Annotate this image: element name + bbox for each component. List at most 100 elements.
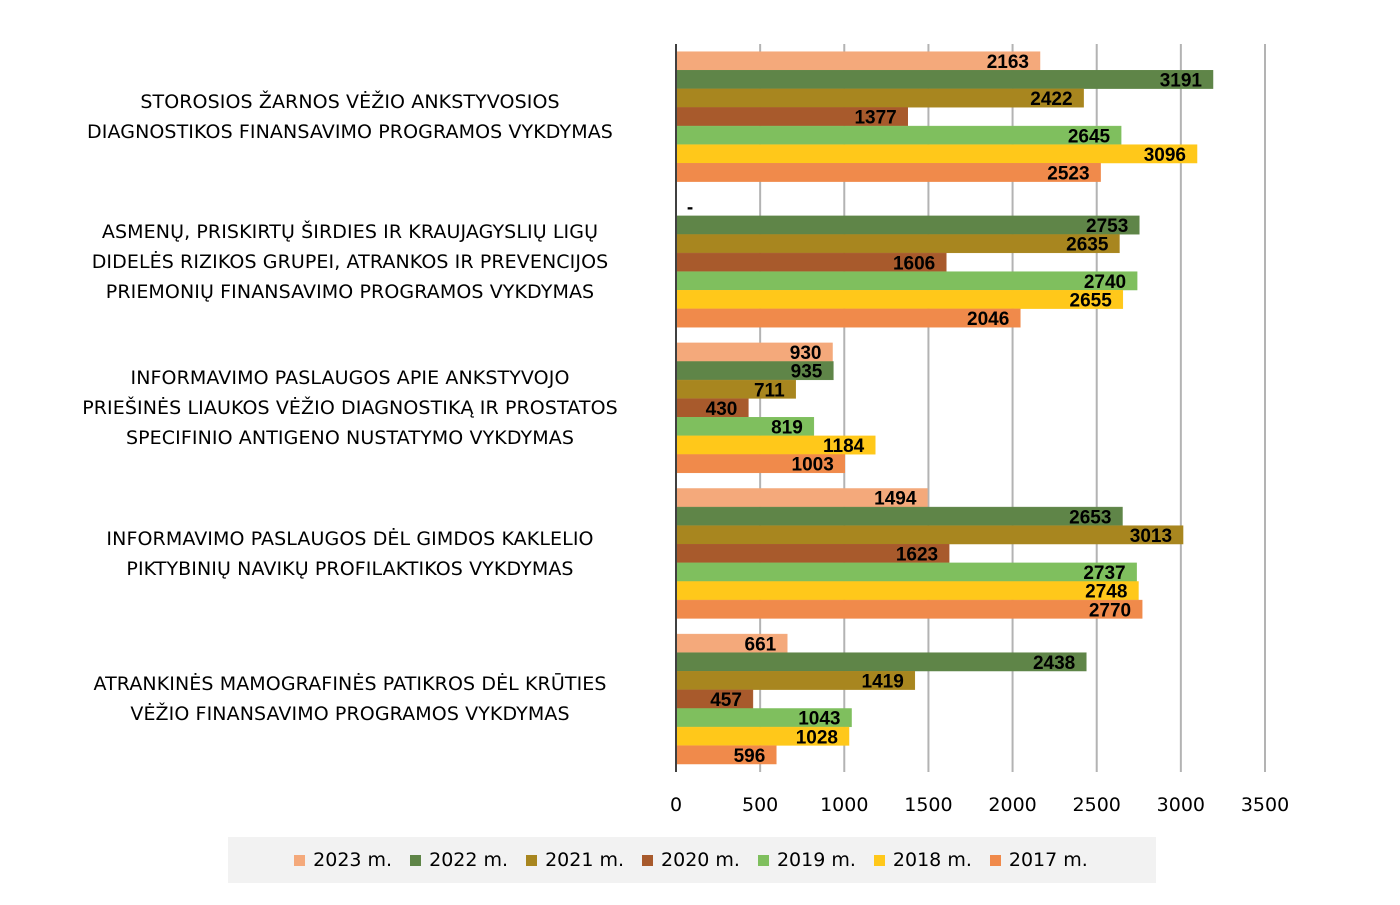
data-label: 2740: [1084, 272, 1126, 293]
legend-swatch: [642, 854, 654, 866]
data-label: 2645: [1068, 126, 1111, 147]
legend-label: 2022 m.: [429, 849, 509, 871]
bar: [675, 51, 1041, 71]
data-label: 2653: [1069, 507, 1111, 528]
data-label: 2748: [1085, 582, 1127, 603]
data-label: 3013: [1130, 526, 1172, 547]
bar: [675, 234, 1120, 254]
data-label: 1003: [792, 455, 834, 476]
category-label-line: INFORMAVIMO PASLAUGOS APIE ANKSTYVOJO: [130, 367, 570, 389]
legend-label: 2017 m.: [1008, 849, 1088, 871]
legend-item: 2023 m.: [294, 849, 392, 871]
bar: [675, 144, 1198, 164]
category-label-line: ATRANKINĖS MAMOGRAFINĖS PATIKROS DĖL KRŪ…: [93, 673, 607, 696]
bar: [675, 290, 1124, 309]
data-label: 1184: [823, 436, 865, 457]
category-label-line: PRIEMONIŲ FINANSAVIMO PROGRAMOS VYKDYMAS: [105, 281, 595, 304]
bar: [675, 581, 1139, 601]
x-tick-label: 1000: [820, 794, 868, 816]
legend-label: 2019 m.: [776, 849, 856, 871]
data-label: 819: [771, 417, 803, 438]
legend-swatch: [294, 854, 306, 866]
data-label: 430: [706, 399, 738, 420]
legend-swatch: [873, 854, 885, 866]
category-label: INFORMAVIMO PASLAUGOS APIE ANKSTYVOJO PRI…: [50, 363, 650, 453]
data-label: 1419: [862, 671, 904, 692]
data-label: 457: [710, 690, 742, 711]
bar: [675, 125, 1122, 145]
legend-swatch: [526, 854, 538, 866]
data-label: 3191: [1160, 70, 1203, 91]
x-tick-label: 3000: [1157, 794, 1205, 816]
data-label: 1028: [796, 727, 838, 748]
legend: 2023 m. 2022 m. 2021 m. 2020 m. 2019 m. 2018 …: [228, 837, 1156, 883]
category-label-line: VĖŽIO FINANSAVIMO PROGRAMOS VYKDYMAS: [130, 703, 570, 726]
legend-item: 2019 m.: [757, 849, 856, 871]
data-label: 1606: [893, 253, 935, 274]
legend-item: 2022 m.: [410, 849, 508, 871]
bar: [675, 562, 1137, 582]
data-label: 2770: [1089, 600, 1131, 621]
x-tick-label: 3500: [1241, 794, 1289, 816]
bar: [675, 215, 1140, 235]
legend-swatch: [410, 854, 422, 866]
category-label: INFORMAVIMO PASLAUGOS DĖL GIMDOS KAKLELI…: [50, 524, 650, 584]
legend-item: 2017 m.: [989, 849, 1088, 871]
data-label: 2737: [1083, 563, 1125, 584]
category-label-line: INFORMAVIMO PASLAUGOS DĖL GIMDOS KAKLELI…: [106, 527, 594, 550]
x-tick-label: 0: [670, 794, 682, 816]
data-label: 711: [754, 380, 785, 401]
legend-item: 2021 m.: [526, 849, 624, 871]
x-axis-ticks: 0 500 1000 1500 2000 2500 3000 3500: [670, 794, 1289, 816]
data-label: 661: [745, 634, 777, 655]
category-label: STOROSIOS ŽARNOS VĖŽIO ANKSTYVOSIOS DIAGN…: [50, 87, 650, 147]
data-label: 935: [791, 362, 823, 383]
data-label: 1623: [896, 544, 938, 565]
category-label-line: SPECIFINIO ANTIGENO NUSTATYMO VYKDYMAS: [125, 427, 575, 449]
x-tick-label: 1500: [904, 794, 952, 816]
bars: [675, 51, 1214, 765]
bar: [675, 525, 1184, 545]
data-label: 2523: [1047, 163, 1089, 184]
bar: [675, 163, 1101, 182]
category-label-line: PRIEŠINĖS LIAUKOS VĖŽIO DIAGNOSTIKĄ IR P…: [82, 397, 618, 419]
data-label: 2046: [967, 309, 1009, 330]
data-label: 1377: [854, 108, 896, 129]
data-label: 2655: [1070, 290, 1113, 311]
bar: [675, 88, 1084, 108]
bar: [675, 652, 1087, 672]
category-label-line: DIAGNOSTIKOS FINANSAVIMO PROGRAMOS VYKDY…: [87, 120, 613, 143]
bar: [675, 271, 1138, 291]
legend-swatch: [989, 854, 1001, 866]
legend-label: 2023 m.: [313, 849, 393, 871]
category-label-line: PIKTYBINIŲ NAVIKŲ PROFILAKTIKOS VYKDYMAS: [126, 557, 574, 580]
category-label-line: STOROSIOS ŽARNOS VĖŽIO ANKSTYVOSIOS: [140, 90, 560, 113]
legend-label: 2020 m.: [661, 849, 740, 871]
data-label: 2753: [1086, 216, 1128, 237]
data-label: 2635: [1066, 235, 1109, 256]
x-tick-label: 2500: [1073, 794, 1121, 816]
data-label: 930: [790, 343, 822, 364]
data-label: -: [687, 197, 693, 218]
category-label-line: ASMENŲ, PRISKIRTŲ ŠIRDIES IR KRAUJAGYSLI…: [101, 221, 599, 244]
legend-swatch: [757, 854, 769, 866]
category-label: ASMENŲ, PRISKIRTŲ ŠIRDIES IR KRAUJAGYSLI…: [50, 217, 650, 307]
data-label: 2422: [1030, 89, 1072, 110]
data-label: 2163: [987, 52, 1029, 73]
category-label-line: DIDELĖS RIZIKOS GRUPEI, ATRANKOS IR PREV…: [91, 251, 609, 274]
data-label: 1494: [874, 489, 917, 510]
bar: [675, 506, 1123, 526]
x-tick-label: 2000: [988, 794, 1036, 816]
x-tick-label: 500: [742, 794, 778, 816]
legend-label: 2021 m.: [545, 849, 625, 871]
data-label: 596: [734, 746, 766, 767]
legend-item: 2020 m.: [642, 849, 740, 871]
legend-item: 2018 m.: [873, 849, 972, 871]
legend-label: 2018 m.: [892, 849, 972, 871]
category-label: ATRANKINĖS MAMOGRAFINĖS PATIKROS DĖL KRŪ…: [50, 669, 650, 729]
data-label: 1043: [798, 709, 840, 730]
data-label: 3096: [1144, 145, 1186, 166]
data-label: 2438: [1033, 653, 1075, 674]
